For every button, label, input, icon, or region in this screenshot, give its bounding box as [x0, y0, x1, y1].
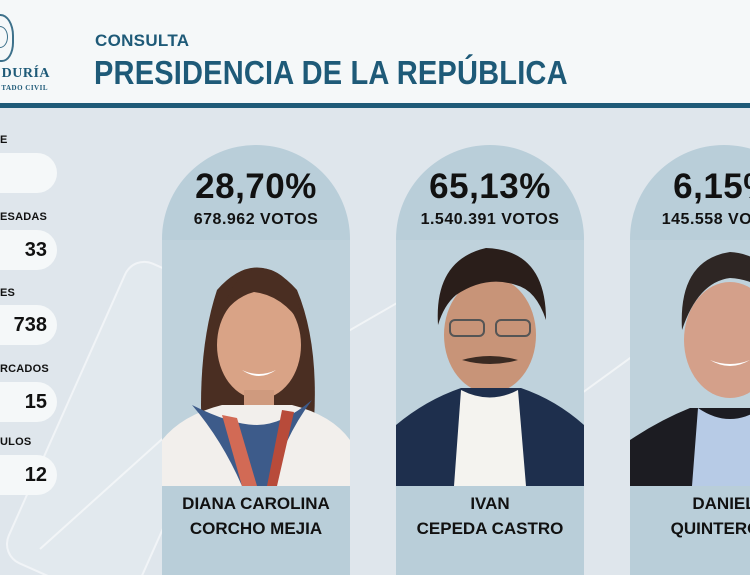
candidate-name-line1: DIANA CAROLINA — [182, 494, 330, 513]
stat-pill-nulos: 12 — [0, 455, 57, 495]
stat-value: 15 — [24, 390, 47, 413]
candidate-percentage: 28,70% — [195, 167, 317, 206]
stat-label-votantes: ES — [0, 287, 16, 299]
page-subtitle: CONSULTA — [95, 31, 190, 50]
candidate-photo — [162, 240, 350, 486]
candidate-votes: 678.962 VOTOS — [193, 211, 319, 228]
header-divider — [0, 103, 750, 108]
candidate-name-line2: CEPEDA CASTRO — [416, 519, 564, 538]
stat-label-mesas: E — [0, 134, 8, 146]
stat-value: 738 — [13, 313, 47, 336]
candidate-percentage: 65,13% — [429, 167, 551, 206]
candidate-card: 65,13% 1.540.391 VOTOS IVAN CEPEDA CASTR… — [396, 145, 584, 575]
candidate-name-line1: IVAN — [470, 494, 510, 513]
stat-label-procesadas: ESADAS — [0, 211, 48, 223]
stat-label-nulos: ULOS — [0, 436, 32, 448]
registraduria-logo: DURÍA TADO CIVIL — [0, 14, 50, 92]
stat-value: 33 — [24, 238, 47, 261]
candidate-name-line2: CORCHO MEJIA — [189, 519, 323, 538]
stat-pill-no-marcados: 15 — [0, 382, 57, 422]
stat-pill-votantes: 738 — [0, 305, 57, 345]
stat-value: 12 — [24, 463, 47, 486]
logo-text-line2: TADO CIVIL — [1, 84, 48, 92]
candidate-percentage: 6,15% — [673, 167, 750, 206]
candidate-photo — [630, 240, 750, 486]
candidate-name-line2: QUINTERO C — [670, 519, 750, 538]
candidate-card: 28,70% 678.962 VOTOS DIANA CAROLINA CORC… — [162, 145, 350, 575]
coat-of-arms-icon — [0, 14, 14, 62]
candidate-name: IVAN CEPEDA CASTRO — [396, 491, 584, 541]
header: DURÍA TADO CIVIL CONSULTA PRESIDENCIA DE… — [0, 0, 750, 103]
candidate-name-line1: DANIEL — [692, 494, 750, 513]
stat-label-no-marcados: RCADOS — [0, 363, 49, 375]
candidate-card: 6,15% 145.558 VOTOS DANIEL QUINTERO C — [630, 145, 750, 575]
candidate-name: DANIEL QUINTERO C — [630, 491, 750, 541]
stat-pill-mesas — [0, 153, 57, 193]
stat-pill-procesadas: 33 — [0, 230, 57, 270]
page-title: PRESIDENCIA DE LA REPÚBLICA — [94, 54, 568, 91]
logo-text-line1: DURÍA — [1, 66, 50, 81]
candidate-name: DIANA CAROLINA CORCHO MEJIA — [162, 491, 350, 541]
candidate-votes: 1.540.391 VOTOS — [420, 211, 560, 228]
candidate-photo — [396, 240, 584, 486]
candidate-votes: 145.558 VOTOS — [661, 211, 750, 228]
